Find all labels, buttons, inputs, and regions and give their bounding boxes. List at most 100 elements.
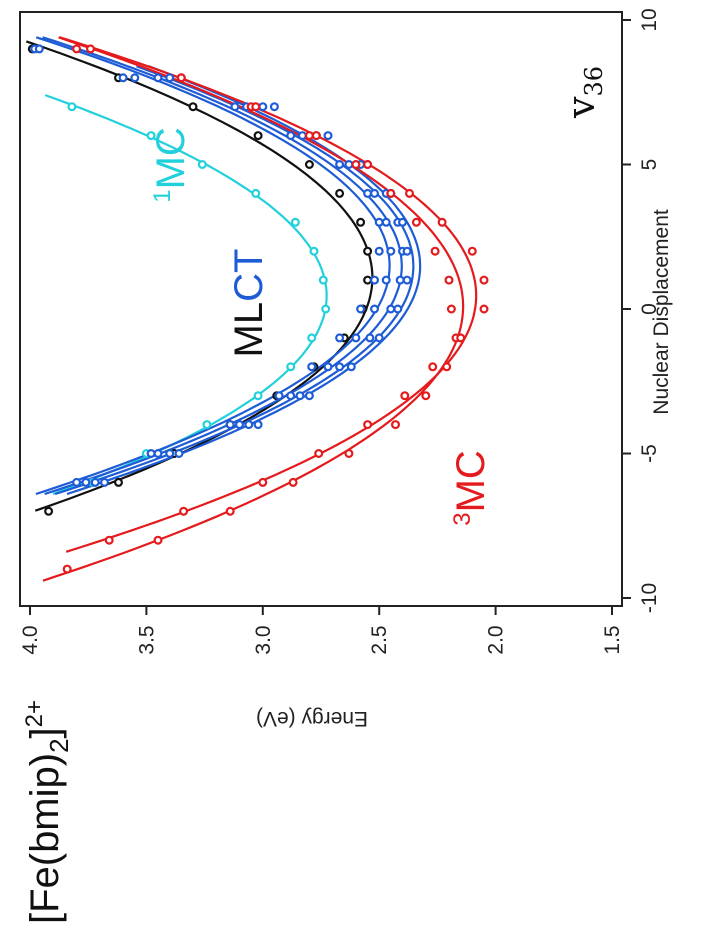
curve-3mc-6 (42, 36, 465, 582)
data-point (235, 420, 245, 430)
data-point (479, 275, 489, 285)
data-point (251, 102, 261, 112)
data-point (153, 73, 163, 83)
y-tick-label: 2.0 (485, 625, 508, 654)
data-point (411, 217, 421, 227)
data-point (286, 391, 296, 401)
data-point (335, 160, 345, 170)
curve-mlct-3 (42, 36, 403, 496)
data-point (363, 160, 373, 170)
data-point (269, 102, 279, 112)
data-point (307, 333, 317, 343)
data-point (304, 160, 314, 170)
curve-mlct-2 (35, 36, 391, 496)
y-axis-ticks: 1.5 2.0 2.5 3.0 3.5 4.0 (19, 606, 624, 655)
x-tick-label: -5 (638, 444, 661, 463)
y-tick-label: 2.5 (368, 625, 391, 654)
data-point (251, 188, 261, 198)
data-point (365, 333, 375, 343)
data-point (391, 420, 401, 430)
data-point (286, 131, 296, 141)
data-point (437, 217, 447, 227)
data-point (314, 449, 324, 459)
data-point (230, 102, 240, 112)
data-point (356, 304, 366, 314)
data-point (393, 304, 403, 314)
data-point (363, 246, 373, 256)
data-point (323, 362, 333, 372)
data-point (446, 304, 456, 314)
data-point (363, 275, 373, 285)
data-point (62, 564, 72, 574)
data-point (90, 477, 100, 487)
data-point (363, 188, 373, 198)
data-point (395, 275, 405, 285)
data-point (174, 449, 184, 459)
data-point (318, 275, 328, 285)
x-tick-label: 10 (638, 8, 661, 31)
x-axis-label: Nuclear Displacement (650, 209, 673, 415)
data-point (290, 217, 300, 227)
data-point (444, 275, 454, 285)
data-point (402, 246, 412, 256)
data-point (467, 246, 477, 256)
data-point (335, 333, 345, 343)
data-point (67, 102, 77, 112)
x-tick-label: -10 (638, 583, 661, 613)
data-point (386, 188, 396, 198)
data-point (286, 362, 296, 372)
data-point (351, 333, 361, 343)
data-point (335, 188, 345, 198)
data-point (370, 275, 380, 285)
data-point (430, 246, 440, 256)
data-point (253, 420, 263, 430)
annotation-mlct: MLCT (227, 249, 271, 358)
data-point (197, 160, 207, 170)
data-point (405, 188, 415, 198)
data-point (307, 362, 317, 372)
data-point (258, 477, 268, 487)
data-point (153, 449, 163, 459)
x-tick-label: 0 (638, 303, 661, 315)
data-point (346, 362, 356, 372)
data-points (27, 44, 489, 574)
data-point (253, 391, 263, 401)
data-point (309, 246, 319, 256)
data-point (244, 420, 254, 430)
data-point (351, 160, 361, 170)
data-point (381, 275, 391, 285)
data-point (72, 44, 82, 54)
data-point (402, 275, 412, 285)
annotation-1mc: 1MC (149, 127, 193, 203)
data-point (295, 391, 305, 401)
data-point (165, 449, 175, 459)
data-point (146, 449, 156, 459)
data-point (274, 391, 284, 401)
y-tick-label: 4.0 (19, 625, 42, 654)
data-point (253, 131, 263, 141)
data-point (176, 73, 186, 83)
data-point (72, 477, 82, 487)
data-point (381, 217, 391, 227)
y-tick-label: 3.5 (135, 625, 158, 654)
data-point (479, 304, 489, 314)
data-point (456, 333, 466, 343)
data-point (335, 362, 345, 372)
data-point (188, 102, 198, 112)
data-point (323, 131, 333, 141)
data-point (356, 217, 366, 227)
y-tick-label: 1.5 (601, 625, 624, 654)
data-point (370, 304, 380, 314)
data-point (386, 304, 396, 314)
x-axis-ticks: -10 -5 0 5 10 (622, 8, 661, 613)
data-point (104, 535, 114, 545)
data-point (398, 217, 408, 227)
data-point (363, 420, 373, 430)
data-point (85, 44, 95, 54)
y-axis-label: Energy (eV) (256, 707, 368, 730)
data-point (400, 391, 410, 401)
data-point (386, 246, 396, 256)
mode-label: v36 (559, 66, 608, 119)
data-point (202, 420, 212, 430)
data-point (344, 449, 354, 459)
